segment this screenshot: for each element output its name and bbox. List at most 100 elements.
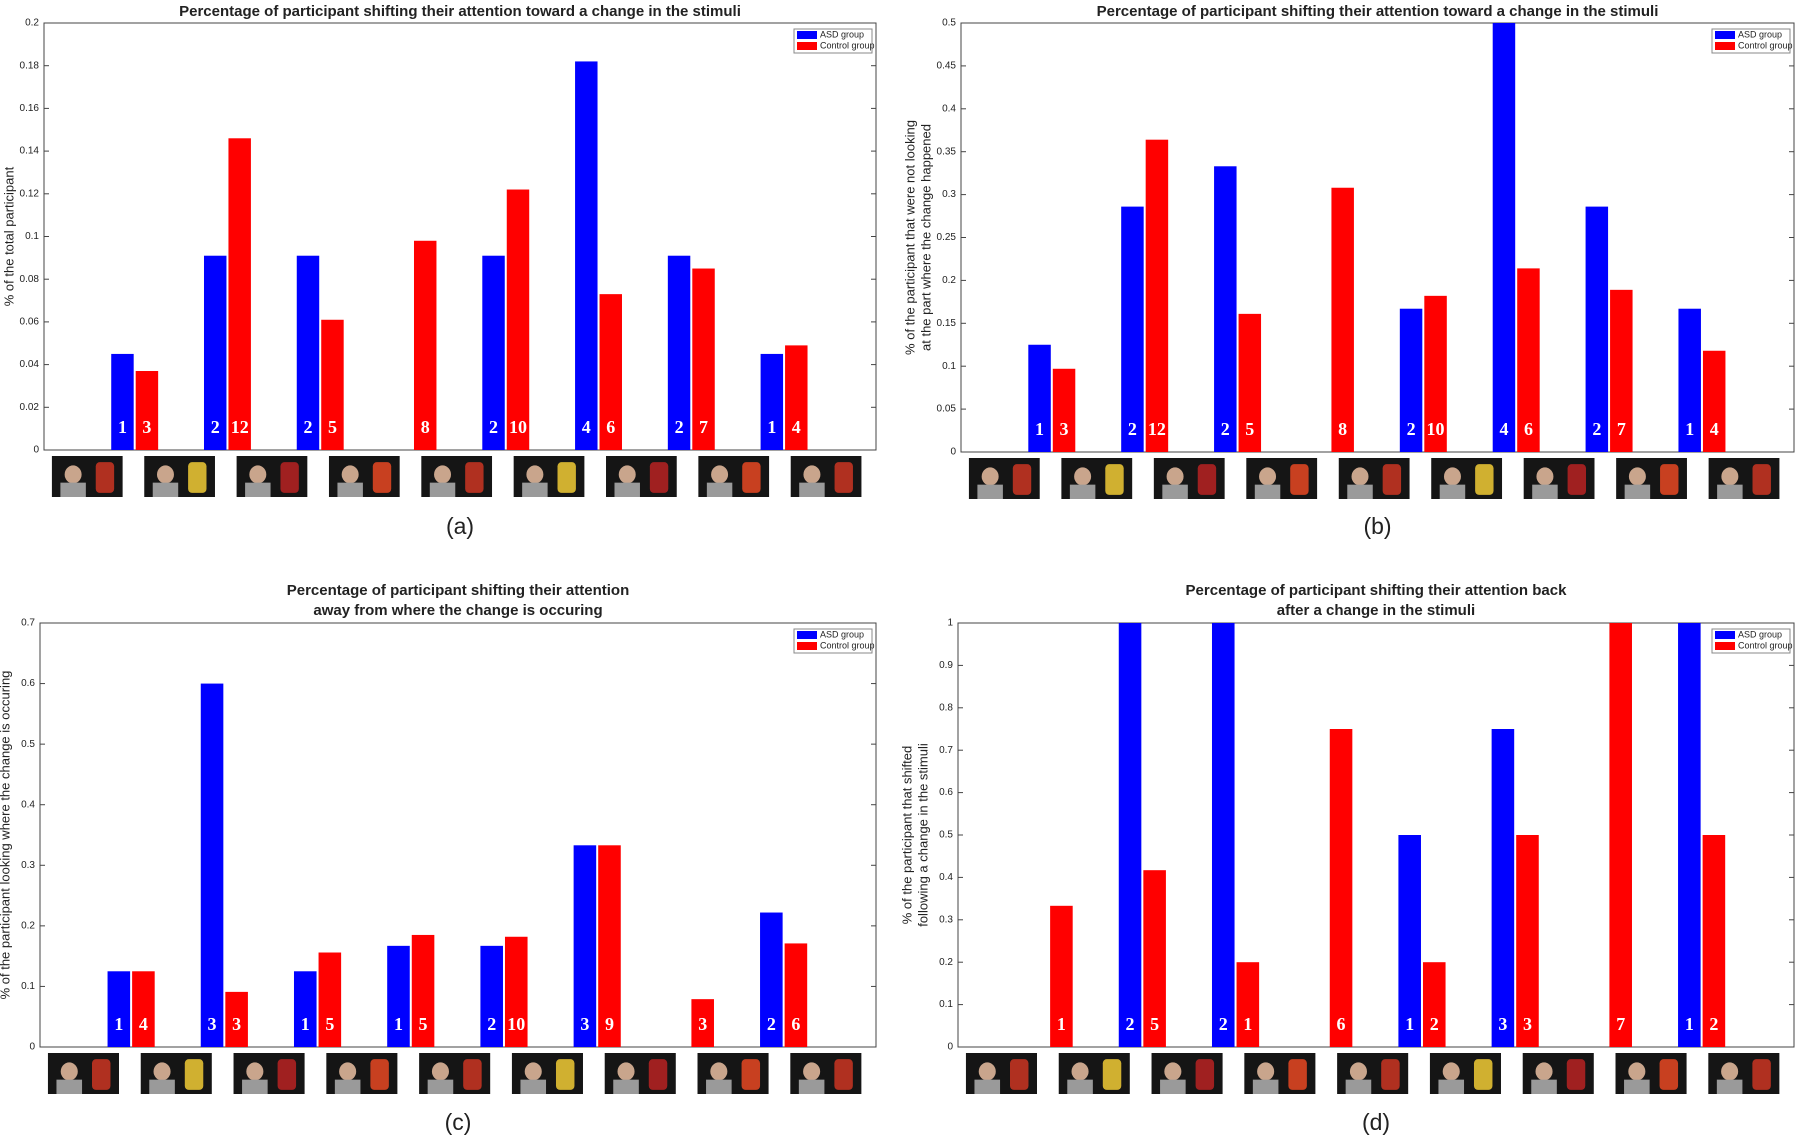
stimulus-thumbnail bbox=[698, 456, 770, 497]
bar-count-label: 3 bbox=[1060, 419, 1069, 439]
stimulus-thumbnail bbox=[51, 456, 123, 497]
thumbnail-person bbox=[64, 465, 82, 484]
thumbnail-toy bbox=[1195, 1059, 1215, 1090]
y-tick-label: 0.8 bbox=[939, 702, 953, 713]
legend-label: ASD group bbox=[820, 29, 864, 39]
bar bbox=[318, 952, 342, 1047]
plot-frame bbox=[43, 22, 877, 451]
bar-count-label: 1 bbox=[1057, 1014, 1066, 1034]
stimulus-thumbnail bbox=[1337, 1053, 1409, 1094]
stimulus-thumbnail bbox=[513, 456, 585, 497]
thumbnail-body bbox=[245, 482, 271, 497]
y-tick-label: 0.14 bbox=[20, 146, 40, 157]
thumbnail-body bbox=[520, 1079, 547, 1094]
bar-count-label: 4 bbox=[139, 1014, 148, 1034]
y-tick-label: 0.18 bbox=[20, 60, 40, 71]
stimulus-thumbnail bbox=[790, 456, 862, 497]
thumbnail-body bbox=[1624, 1079, 1650, 1094]
bar bbox=[1399, 308, 1423, 452]
bar-count-label: 3 bbox=[232, 1014, 241, 1034]
bar bbox=[111, 353, 134, 450]
y-tick-label: 0.5 bbox=[939, 830, 953, 841]
bar bbox=[506, 189, 530, 450]
y-tick-label: 0.16 bbox=[20, 103, 40, 114]
thumbnail-toy bbox=[834, 462, 853, 493]
thumbnail-toy bbox=[1102, 1059, 1122, 1090]
y-tick-label: 0.7 bbox=[939, 745, 953, 756]
bar-count-label: 1 bbox=[394, 1014, 403, 1034]
bar-count-label: 2 bbox=[1709, 1014, 1718, 1034]
thumbnail-toy bbox=[1290, 464, 1309, 495]
thumbnail-body bbox=[427, 1079, 454, 1094]
thumbnail-person bbox=[153, 1062, 171, 1081]
thumbnail-person bbox=[710, 1062, 728, 1081]
bar bbox=[1678, 623, 1701, 1047]
thumbnail-body bbox=[614, 482, 640, 497]
thumbnail-body bbox=[334, 1079, 361, 1094]
bar-count-label: 2 bbox=[1219, 1014, 1228, 1034]
thumbnail-person bbox=[1628, 1062, 1646, 1081]
thumbnail-toy bbox=[188, 462, 207, 493]
bar-count-label: 5 bbox=[325, 1014, 334, 1034]
bar-count-label: 2 bbox=[1128, 419, 1137, 439]
thumbnail-person bbox=[526, 465, 544, 484]
legend-label: Control group bbox=[820, 40, 875, 50]
bar-count-label: 2 bbox=[211, 417, 220, 437]
y-tick-label: 0.9 bbox=[939, 660, 953, 671]
bar-count-label: 10 bbox=[1427, 419, 1445, 439]
stimulus-thumbnail bbox=[968, 458, 1040, 499]
thumbnail-person bbox=[1071, 1062, 1089, 1081]
thumbnail-toy bbox=[1288, 1059, 1307, 1090]
thumbnail-person bbox=[524, 1062, 542, 1081]
bar-count-label: 1 bbox=[1035, 419, 1044, 439]
chart-title: Percentage of participant shifting their… bbox=[287, 582, 630, 599]
bar-count-label: 12 bbox=[1148, 419, 1166, 439]
stimulus-thumbnail bbox=[419, 1053, 491, 1094]
stimulus-thumbnail bbox=[1151, 1053, 1223, 1094]
stimulus-thumbnail bbox=[1058, 1053, 1130, 1094]
thumbnail-body bbox=[1624, 484, 1651, 499]
bar-count-label: 3 bbox=[208, 1014, 217, 1034]
legend-label: ASD group bbox=[1738, 629, 1782, 639]
chart-title: Percentage of participant shifting their… bbox=[1186, 582, 1568, 599]
y-tick-label: 0.02 bbox=[20, 402, 40, 413]
thumbnail-toy bbox=[1197, 464, 1217, 495]
thumbnail-body bbox=[799, 482, 825, 497]
bar-count-label: 2 bbox=[675, 417, 684, 437]
thumbnail-person bbox=[156, 465, 174, 484]
bar bbox=[203, 255, 227, 450]
bar bbox=[1121, 206, 1144, 452]
bar bbox=[480, 945, 503, 1047]
legend-swatch bbox=[797, 631, 817, 639]
bar-count-label: 6 bbox=[606, 417, 615, 437]
thumbnail-body bbox=[1439, 484, 1466, 499]
legend-swatch bbox=[797, 642, 817, 650]
stimulus-thumbnail bbox=[1431, 458, 1503, 499]
bar-count-label: 2 bbox=[303, 417, 312, 437]
y-tick-label: 0.4 bbox=[939, 872, 953, 883]
thumbnail-person bbox=[1628, 467, 1646, 486]
bar bbox=[107, 971, 131, 1047]
thumbnail-toy bbox=[742, 462, 761, 493]
thumbnail-toy bbox=[555, 1059, 575, 1090]
y-tick-label: 0.1 bbox=[942, 361, 956, 372]
thumbnail-toy bbox=[1566, 1059, 1586, 1090]
bar-count-label: 10 bbox=[507, 1014, 525, 1034]
y-axis-label: % of the participant that shifted bbox=[899, 746, 914, 925]
stimulus-thumbnail bbox=[1522, 1053, 1594, 1094]
thumbnail-person bbox=[1351, 467, 1369, 486]
y-tick-label: 0.05 bbox=[937, 404, 957, 415]
y-tick-label: 0.1 bbox=[939, 999, 953, 1010]
thumbnail-toy bbox=[370, 1059, 389, 1090]
y-tick-label: 0.2 bbox=[942, 275, 956, 286]
stimulus-thumbnail bbox=[1523, 458, 1595, 499]
panel-caption: (b) bbox=[1363, 513, 1391, 539]
thumbnail-body bbox=[977, 484, 1003, 499]
thumbnail-person bbox=[1349, 1062, 1367, 1081]
bar bbox=[1052, 368, 1076, 452]
thumbnail-toy bbox=[372, 462, 392, 493]
bar-count-label: 3 bbox=[1523, 1014, 1532, 1034]
chart-title: after a change in the stimuli bbox=[1277, 602, 1475, 619]
y-tick-label: 0.04 bbox=[20, 359, 40, 370]
bar-count-label: 3 bbox=[698, 1014, 707, 1034]
